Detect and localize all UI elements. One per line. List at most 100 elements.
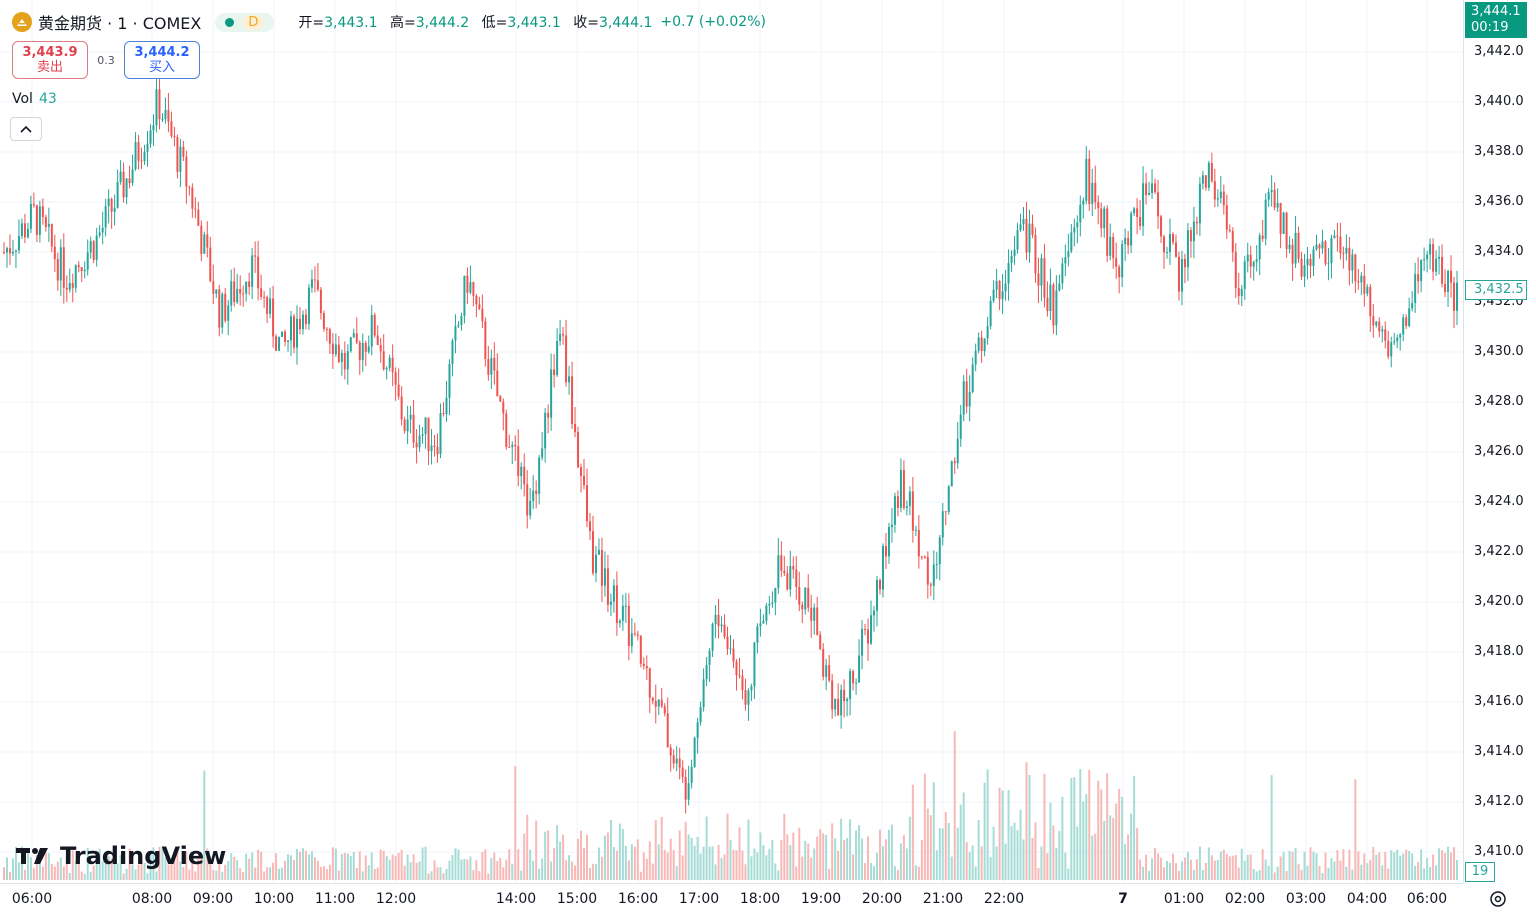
candle-body: [239, 288, 242, 294]
volume-bar: [765, 855, 768, 880]
volume-bar: [26, 848, 29, 880]
candle-body: [1231, 231, 1234, 253]
volume-bar: [1267, 865, 1270, 880]
candle-body: [203, 234, 206, 254]
volume-bar: [143, 863, 146, 880]
candle-body: [1166, 252, 1169, 254]
sell-button[interactable]: 3,443.9 卖出: [12, 41, 88, 79]
candle-body: [1270, 189, 1273, 193]
candle-body: [804, 587, 807, 610]
tradingview-watermark[interactable]: TradingView: [16, 842, 226, 870]
candle-body: [293, 316, 296, 348]
volume-bar: [1067, 868, 1070, 880]
volume-bar: [1010, 826, 1013, 880]
candle-body: [932, 564, 935, 586]
candle-body: [1085, 158, 1088, 201]
candle-body: [870, 615, 873, 644]
volume-bar: [1124, 843, 1127, 880]
candle-body: [122, 171, 125, 198]
price-tick-label: 3,442.0: [1474, 44, 1524, 59]
candle-body: [538, 457, 541, 494]
volume-bar: [1231, 855, 1234, 880]
candle-body: [32, 203, 35, 206]
candle-body: [876, 579, 879, 611]
buy-button[interactable]: 3,444.2 买入: [124, 41, 200, 79]
volume-bar: [188, 869, 191, 880]
volume-bar: [1363, 853, 1366, 880]
candle-body: [819, 634, 822, 649]
volume-bar: [119, 855, 122, 880]
candle-body: [639, 635, 642, 664]
candle-body: [1243, 261, 1246, 289]
volume-bar: [239, 868, 242, 880]
candle-body: [636, 634, 639, 636]
candle-body: [295, 318, 298, 348]
candle-body: [1139, 217, 1142, 227]
candle-body: [284, 331, 287, 342]
time-axis[interactable]: 06:00 08:00 09:00 10:00 11:00 12:00 14:00 15:00…: [0, 883, 1463, 917]
volume-bar: [911, 784, 914, 880]
candle-body: [298, 318, 301, 330]
volume-bar: [1177, 870, 1180, 880]
volume-bar: [394, 856, 397, 880]
volume-bar: [663, 850, 666, 880]
volume-bar: [1118, 789, 1121, 880]
volume-bar: [71, 850, 74, 880]
volume-bar: [430, 871, 433, 880]
volume-bar: [929, 815, 932, 880]
chart-area[interactable]: 黄金期货 · 1 · COMEX D 开=3,443.1 高=3,444.2 低…: [0, 0, 1463, 883]
candle-body: [681, 767, 684, 777]
symbol-title[interactable]: 黄金期货 · 1 · COMEX: [38, 14, 202, 33]
time-tick-label: 19:00: [800, 891, 842, 907]
volume-bar: [170, 863, 173, 880]
volume-bar: [1360, 864, 1363, 880]
candle-body: [1177, 256, 1180, 292]
volume-bar: [858, 825, 861, 880]
candle-body: [714, 614, 717, 624]
volume-bar: [53, 866, 56, 880]
volume-bar: [711, 846, 714, 880]
volume-bar: [914, 865, 917, 880]
volume-bar: [1393, 852, 1396, 880]
volume-bar: [86, 847, 89, 880]
candle-body: [161, 118, 164, 120]
candle-body: [1399, 334, 1402, 338]
volume-bar: [248, 858, 251, 880]
candle-body: [690, 766, 693, 784]
candle-body: [762, 620, 765, 624]
candle-body: [418, 435, 421, 448]
candle-body: [834, 698, 837, 710]
volume-bar: [606, 832, 609, 880]
candle-body: [1127, 237, 1130, 246]
volume-bar: [134, 869, 137, 880]
volume-bar: [310, 851, 313, 880]
candle-body: [675, 758, 678, 764]
volume-bar: [597, 847, 600, 880]
volume-bar: [1103, 820, 1106, 880]
candle-body: [304, 314, 307, 324]
price-axis[interactable]: 3,442.0 3,440.0 3,438.0 3,436.0 3,434.0 3,432…: [1463, 0, 1536, 883]
volume-bar: [17, 862, 20, 880]
collapse-legend-button[interactable]: [10, 117, 42, 141]
candle-body: [648, 668, 651, 698]
volume-bar: [50, 863, 53, 880]
candle-body: [68, 283, 71, 290]
price-tick-label: 3,428.0: [1474, 394, 1524, 409]
settings-gear-icon[interactable]: [1488, 889, 1508, 909]
candle-body: [445, 397, 448, 415]
candlestick-chart[interactable]: [0, 0, 1463, 883]
volume-bar: [1351, 869, 1354, 880]
candle-body: [983, 338, 986, 352]
volume-legend[interactable]: Vol 43: [12, 91, 57, 107]
candle-body: [1079, 204, 1082, 223]
volume-bar: [376, 867, 379, 880]
candle-body: [1028, 223, 1031, 253]
volume-bar: [816, 836, 819, 880]
volume-bar: [358, 851, 361, 880]
market-status-badge[interactable]: D: [215, 12, 275, 32]
volume-bar: [535, 820, 538, 880]
volume-bar: [1121, 796, 1124, 880]
volume-bar: [923, 773, 926, 880]
candle-body: [541, 448, 544, 458]
candle-body: [155, 89, 158, 126]
